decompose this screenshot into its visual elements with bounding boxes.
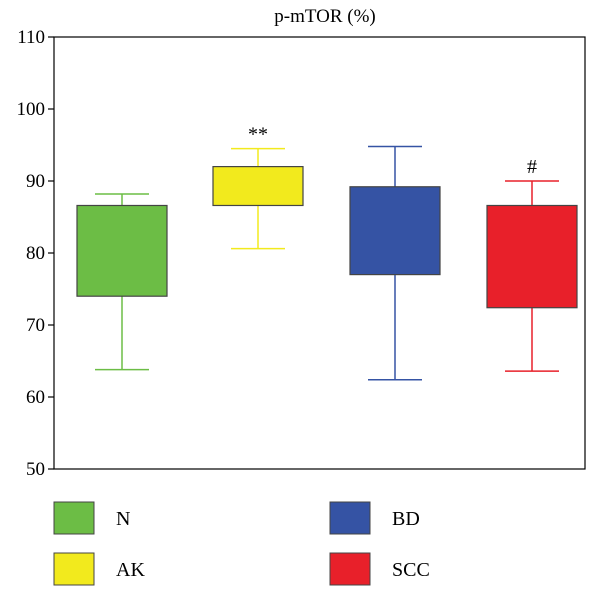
box-rect xyxy=(76,204,168,297)
y-tick-label: 90 xyxy=(26,171,45,192)
legend: N BD AK SCC xyxy=(53,501,430,586)
y-tick-label: 80 xyxy=(26,243,45,264)
y-tick-label: 60 xyxy=(26,387,45,408)
box-ak: ** xyxy=(212,124,304,250)
chart-title: p-mTOR (%) xyxy=(274,6,376,27)
legend-item-n: N xyxy=(53,501,130,535)
legend-item-scc: SCC xyxy=(329,552,430,586)
box-scc: # xyxy=(486,156,578,372)
y-tick-label: 100 xyxy=(17,99,46,120)
significance-label: # xyxy=(527,156,537,178)
legend-label: N xyxy=(116,508,130,530)
box-rect xyxy=(486,204,578,309)
significance-label: ** xyxy=(248,124,268,146)
box-n xyxy=(76,193,168,371)
box-bd xyxy=(349,145,441,381)
legend-label: BD xyxy=(392,508,420,530)
legend-item-bd: BD xyxy=(329,501,420,535)
y-tick-label: 50 xyxy=(26,459,45,480)
legend-item-ak: AK xyxy=(53,552,145,586)
legend-swatch xyxy=(329,501,371,535)
box-rect xyxy=(212,166,304,207)
box-series: ** # xyxy=(76,124,578,381)
legend-swatch xyxy=(329,552,371,586)
y-tick-label: 110 xyxy=(17,27,45,48)
y-tick-label: 70 xyxy=(26,315,45,336)
legend-label: SCC xyxy=(392,559,430,581)
legend-swatch xyxy=(53,501,95,535)
box-rect xyxy=(349,186,441,276)
y-axis: 50 60 70 80 90 100 110 xyxy=(17,27,54,480)
legend-label: AK xyxy=(116,559,145,581)
legend-swatch xyxy=(53,552,95,586)
